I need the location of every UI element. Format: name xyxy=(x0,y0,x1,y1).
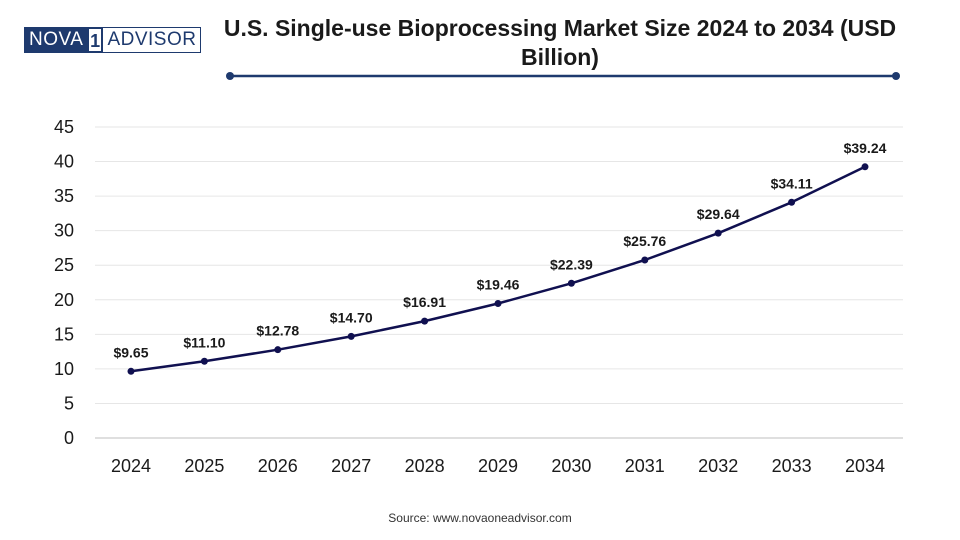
data-label-2033: $34.11 xyxy=(771,175,813,191)
y-tick-label-0: 0 xyxy=(64,428,74,448)
data-point-2026 xyxy=(274,346,282,354)
y-tick-label-45: 45 xyxy=(54,117,74,137)
data-point-2024 xyxy=(127,367,135,375)
y-tick-label-30: 30 xyxy=(54,221,74,241)
brand-logo: NOVA 1 ADVISOR xyxy=(24,27,202,53)
x-tick-label-2025: 2025 xyxy=(184,456,224,476)
y-tick-label-25: 25 xyxy=(54,255,74,275)
title-divider xyxy=(226,72,900,80)
logo-advisor: ADVISOR xyxy=(103,27,202,53)
data-label-2030: $22.39 xyxy=(550,256,593,272)
logo-one: 1 xyxy=(87,27,104,53)
divider-dot-right xyxy=(892,72,900,80)
x-tick-label-2028: 2028 xyxy=(405,456,445,476)
x-tick-label-2031: 2031 xyxy=(625,456,665,476)
data-label-2032: $29.64 xyxy=(697,206,740,222)
x-tick-label-2027: 2027 xyxy=(331,456,371,476)
data-point-2028 xyxy=(421,317,429,325)
y-tick-label-15: 15 xyxy=(54,324,74,344)
chart-title: U.S. Single-use Bioprocessing Market Siz… xyxy=(223,15,897,70)
data-label-2034: $39.24 xyxy=(844,140,887,156)
data-point-2032 xyxy=(714,229,722,237)
series-line xyxy=(130,165,866,373)
data-point-2034 xyxy=(861,163,869,171)
divider-dot-left xyxy=(226,72,234,80)
data-label-2028: $16.91 xyxy=(403,294,446,310)
y-tick-label-35: 35 xyxy=(54,186,74,206)
data-point-2033 xyxy=(788,198,796,206)
y-tick-label-10: 10 xyxy=(54,359,74,379)
logo-nova: NOVA xyxy=(24,27,88,53)
x-tick-label-2032: 2032 xyxy=(698,456,738,476)
x-tick-label-2026: 2026 xyxy=(258,456,298,476)
data-point-2031 xyxy=(641,256,649,264)
x-tick-label-2029: 2029 xyxy=(478,456,518,476)
data-label-2027: $14.70 xyxy=(330,309,373,325)
data-label-2029: $19.46 xyxy=(477,277,520,293)
y-tick-label-20: 20 xyxy=(54,290,74,310)
x-tick-label-2034: 2034 xyxy=(845,456,885,476)
y-tick-label-40: 40 xyxy=(54,152,74,172)
data-label-2024: $9.65 xyxy=(113,344,148,360)
data-point-2029 xyxy=(494,300,502,308)
data-point-2030 xyxy=(567,279,575,287)
data-point-2027 xyxy=(347,332,355,340)
data-label-2026: $12.78 xyxy=(256,323,299,339)
data-point-2025 xyxy=(200,357,208,365)
x-tick-label-2033: 2033 xyxy=(772,456,812,476)
data-label-2031: $25.76 xyxy=(623,233,666,249)
y-tick-label-5: 5 xyxy=(64,393,74,413)
x-tick-label-2024: 2024 xyxy=(111,456,151,476)
data-label-2025: $11.10 xyxy=(183,334,225,350)
x-tick-label-2030: 2030 xyxy=(551,456,591,476)
source-note: Source: www.novaoneadvisor.com xyxy=(388,511,572,525)
